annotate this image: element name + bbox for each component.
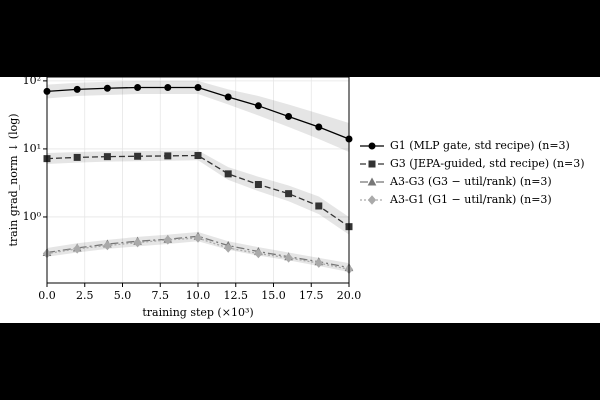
marker (194, 83, 202, 91)
legend-label: G3 (JEPA-guided, std recipe) (n=3) (390, 157, 585, 170)
marker (224, 243, 233, 253)
plot-frame (46, 76, 350, 284)
marker (134, 83, 142, 91)
x-tick-label: 10.0 (186, 289, 211, 302)
legend-marker (367, 177, 377, 186)
marker (224, 93, 232, 101)
marker (164, 152, 172, 160)
marker (315, 202, 323, 210)
series-line (46, 154, 350, 228)
x-tick-label: 2.5 (76, 289, 94, 302)
x-tick-label: 20.0 (337, 289, 362, 302)
marker (285, 112, 293, 120)
y-tick-label: 10¹ (23, 142, 41, 155)
marker (224, 170, 232, 178)
marker (103, 84, 111, 92)
marker (254, 180, 262, 188)
marker (285, 190, 293, 198)
x-tick-label: 17.5 (299, 289, 324, 302)
legend-marker (368, 142, 376, 150)
marker (73, 244, 82, 254)
marker (103, 153, 111, 161)
x-tick-label: 5.0 (114, 289, 132, 302)
legend-marker (368, 160, 376, 168)
marker (254, 248, 263, 259)
marker (163, 235, 172, 245)
marker (73, 85, 81, 93)
marker (103, 240, 112, 251)
legend-label: A3-G1 (G1 − util/rank) (n=3) (389, 193, 552, 206)
marker (193, 233, 203, 243)
marker (134, 152, 142, 160)
marker (314, 258, 323, 268)
legend-label: A3-G3 (G3 − util/rank) (n=3) (389, 175, 552, 188)
canvas (0, 77, 600, 323)
x-tick-label: 7.5 (152, 289, 170, 302)
legend-marker (367, 195, 377, 205)
marker (254, 102, 262, 110)
x-axis-label: training step (×10³) (142, 306, 253, 319)
marker (194, 152, 202, 160)
marker (284, 253, 293, 263)
marker (133, 237, 142, 248)
y-axis-label: train grad_norm ↓ (log) (7, 113, 20, 246)
marker (315, 123, 323, 131)
y-tick-label: 10² (23, 74, 41, 87)
marker (73, 153, 81, 161)
x-tick-label: 12.5 (224, 289, 249, 302)
marker (164, 83, 172, 91)
x-tick-label: 15.0 (261, 289, 286, 302)
legend-label: G1 (MLP gate, std recipe) (n=3) (390, 139, 570, 152)
y-tick-label: 10⁰ (23, 210, 42, 223)
x-tick-label: 0.0 (38, 289, 56, 302)
